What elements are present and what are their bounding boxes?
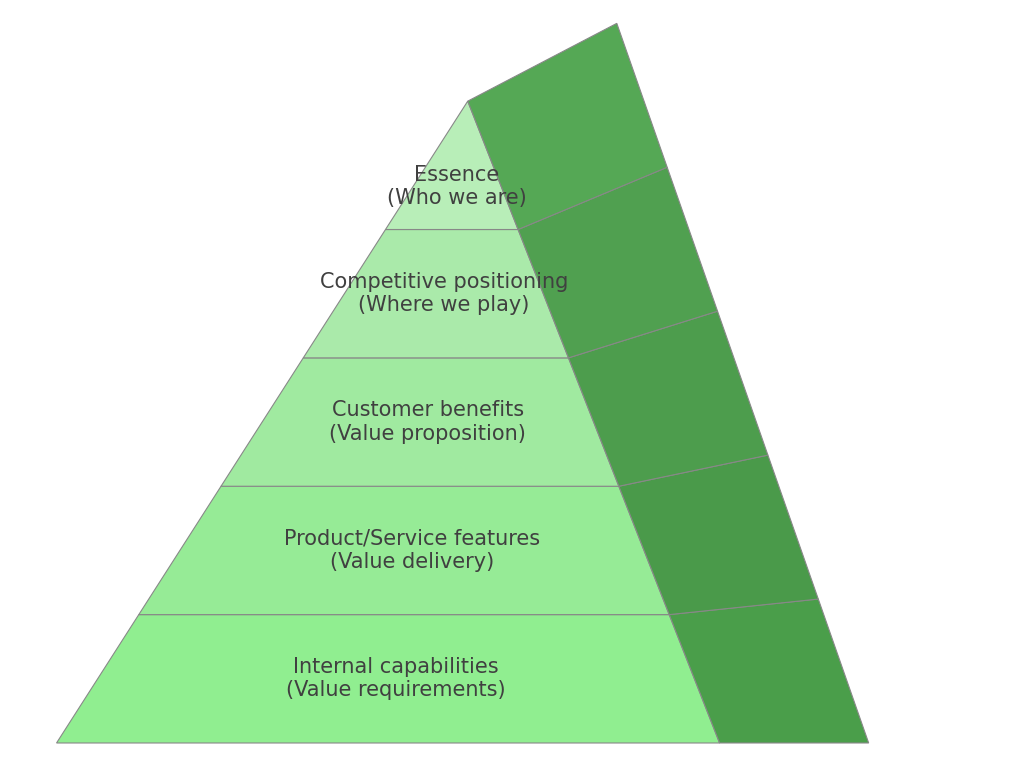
Text: Competitive positioning
(Where we play): Competitive positioning (Where we play): [320, 272, 568, 315]
Polygon shape: [568, 311, 768, 486]
Text: Product/Service features
(Value delivery): Product/Service features (Value delivery…: [284, 529, 540, 572]
Text: Customer benefits
(Value proposition): Customer benefits (Value proposition): [329, 401, 526, 443]
Polygon shape: [518, 167, 718, 358]
Polygon shape: [303, 230, 568, 358]
Text: Essence
(Who we are): Essence (Who we are): [388, 165, 527, 209]
Polygon shape: [619, 455, 818, 615]
Polygon shape: [221, 358, 619, 486]
Polygon shape: [139, 486, 669, 615]
Polygon shape: [386, 101, 518, 230]
Text: Internal capabilities
(Value requirements): Internal capabilities (Value requirement…: [286, 657, 506, 700]
Polygon shape: [468, 23, 667, 230]
Polygon shape: [669, 599, 869, 743]
Polygon shape: [57, 615, 720, 743]
